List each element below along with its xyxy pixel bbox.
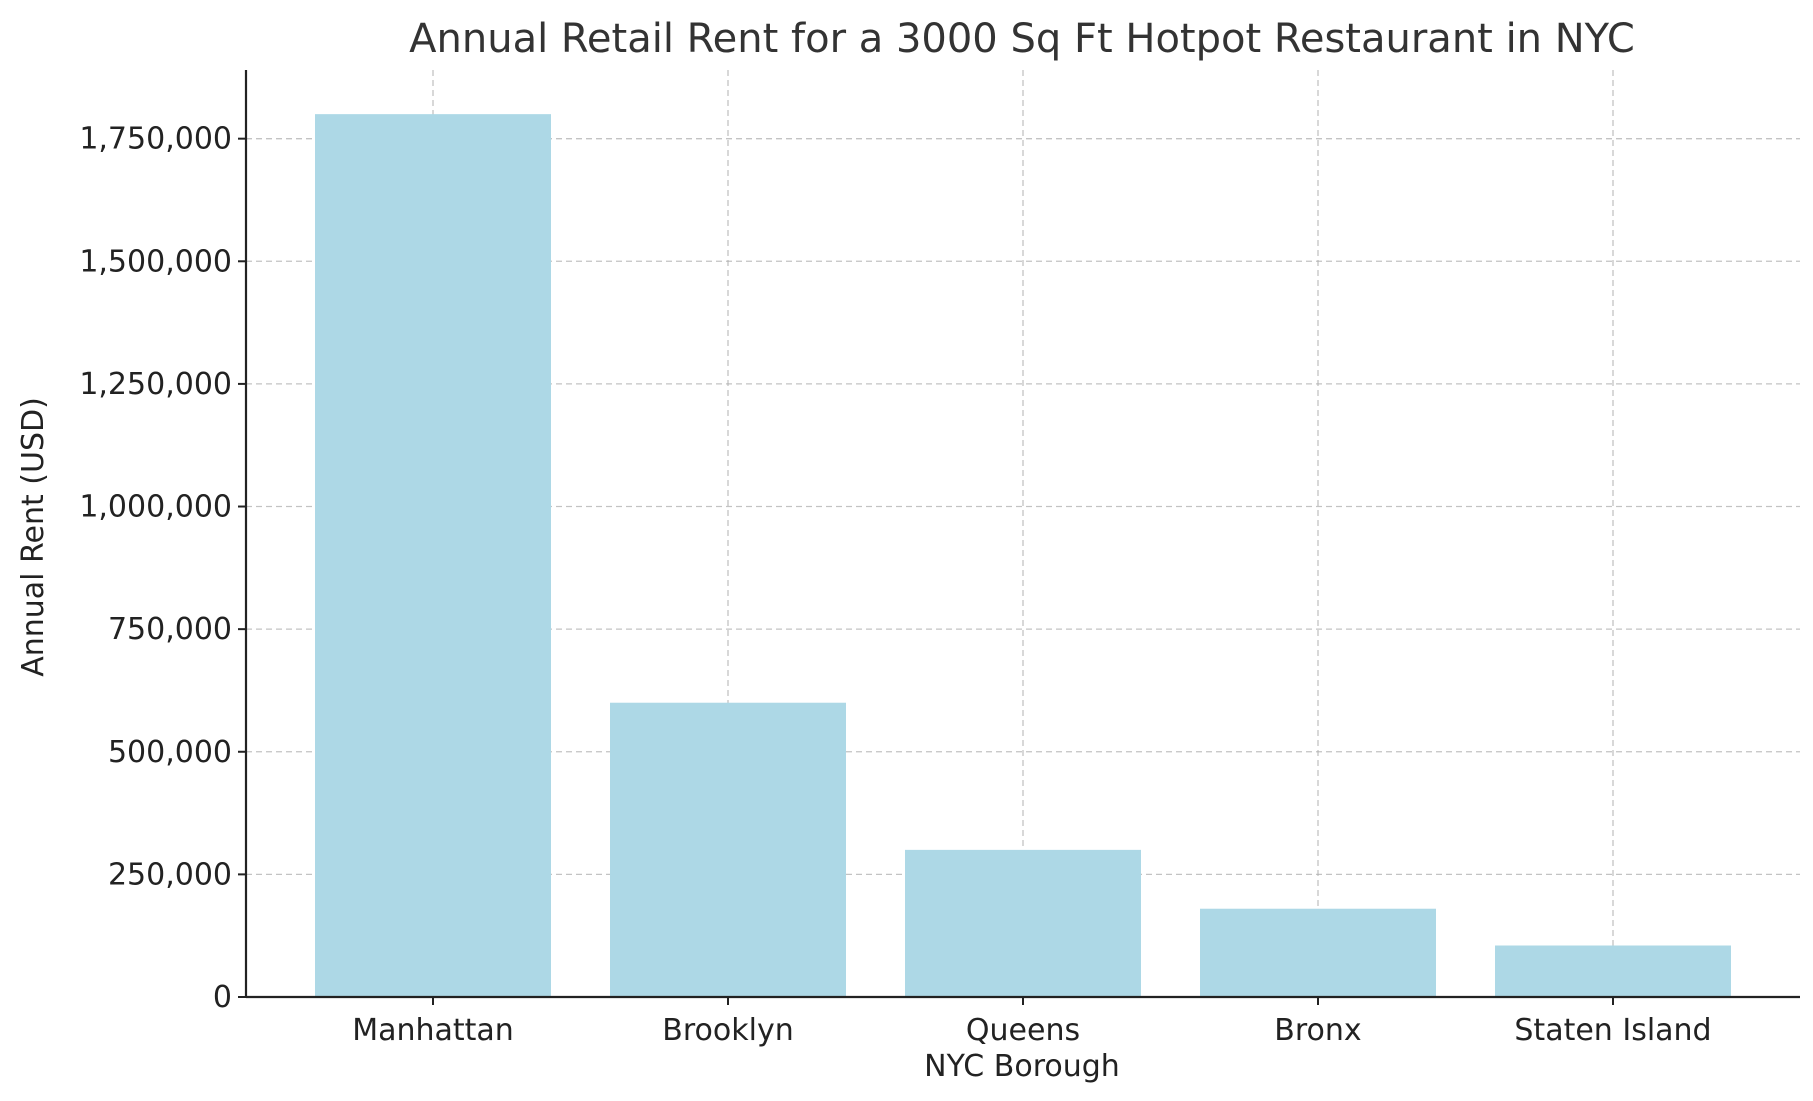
x-axis-ticks: Manhattan Brooklyn Queens Bronx Staten Islan…	[352, 997, 1712, 1048]
y-axis-ticks: 0 250,000 500,000 750,000 1,000,000 1,250,000…	[79, 122, 246, 1015]
x-tick-label: Staten Island	[1514, 1013, 1711, 1048]
bar-queens	[905, 849, 1141, 997]
y-tick-label: 1,500,000	[79, 244, 232, 279]
y-tick-label: 750,000	[108, 612, 232, 647]
grid-lines	[246, 70, 1800, 997]
y-tick-label: 1,750,000	[79, 122, 232, 157]
y-tick-label: 1,250,000	[79, 367, 232, 402]
bar-manhattan	[315, 114, 551, 997]
chart-title: Annual Retail Rent for a 3000 Sq Ft Hotp…	[409, 16, 1635, 62]
bar-brooklyn	[610, 702, 846, 997]
y-tick-label: 250,000	[108, 857, 232, 892]
x-tick-label: Manhattan	[352, 1013, 514, 1048]
bar-staten-island	[1495, 945, 1731, 997]
bars	[315, 114, 1731, 997]
bar-bronx	[1200, 908, 1436, 997]
y-tick-label: 1,000,000	[79, 490, 232, 525]
y-tick-label: 500,000	[108, 735, 232, 770]
x-tick-label: Brooklyn	[662, 1013, 793, 1048]
x-tick-label: Bronx	[1274, 1013, 1361, 1048]
x-axis-label: NYC Borough	[924, 1049, 1120, 1084]
y-tick-label: 0	[213, 980, 232, 1015]
y-axis-label: Annual Rent (USD)	[16, 397, 51, 677]
x-tick-label: Queens	[966, 1013, 1080, 1048]
